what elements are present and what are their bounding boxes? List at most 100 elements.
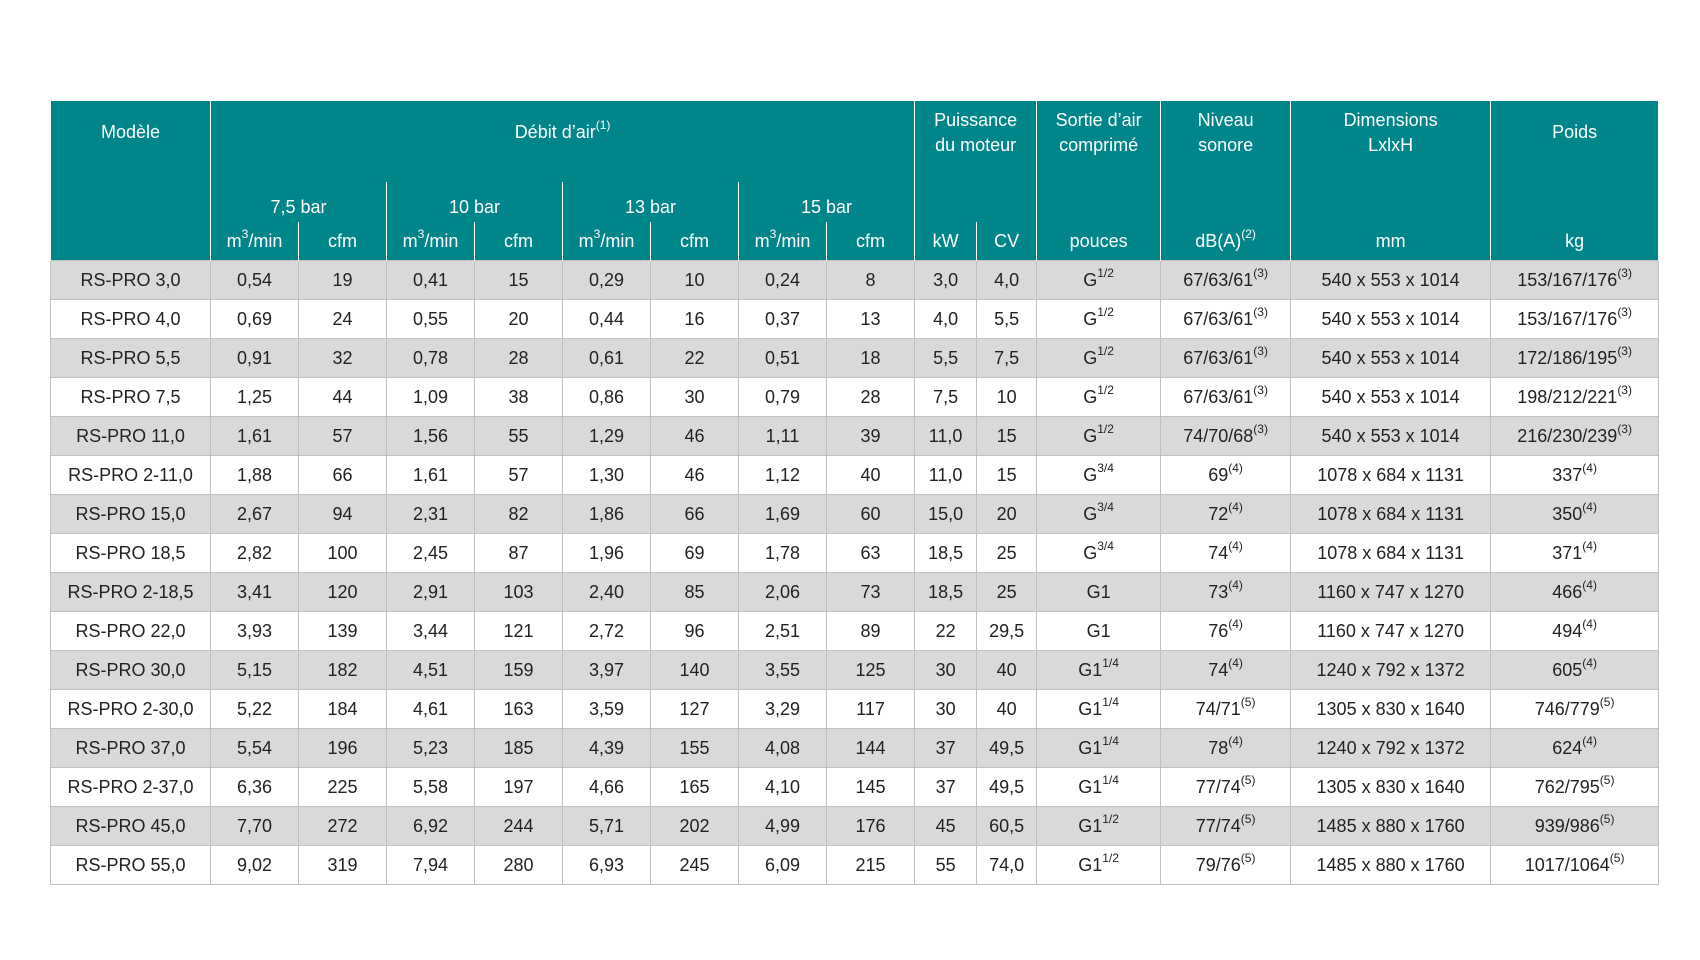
- flow-cfm-cell: 24: [298, 299, 387, 339]
- model-cell: RS-PRO 30,0: [50, 650, 211, 690]
- noise-cell: 74/71(5): [1160, 689, 1292, 729]
- noise-footnote: (5): [1240, 772, 1256, 787]
- weight-footnote: (5): [1599, 772, 1615, 787]
- noise-footnote: (3): [1253, 265, 1268, 280]
- flow-cfm-cell: 100: [298, 533, 387, 573]
- noise-header: Niveau sonore: [1160, 101, 1292, 222]
- flow-m3min-cell: 2,45: [386, 533, 475, 573]
- outlet-fraction: 1/2: [1097, 265, 1114, 280]
- dimensions-cell: 540 x 553 x 1014: [1290, 377, 1492, 417]
- flow-cfm-cell: 22: [650, 338, 739, 378]
- weight-cell: 172/186/195(3): [1490, 338, 1660, 378]
- flow-m3min-cell: 5,71: [562, 806, 651, 846]
- weight-value: 337: [1552, 464, 1583, 485]
- unit-cv: CV: [976, 222, 1038, 261]
- power-kw-cell: 5,5: [914, 338, 978, 378]
- noise-value: 67/63/61: [1183, 269, 1254, 290]
- table-body: RS-PRO 3,0 0,54 19 0,41 15 0,29 10 0,24 8 3,0 4,0 G…: [50, 260, 1660, 885]
- unit-kg: kg: [1490, 222, 1660, 261]
- flow-m3min-cell: 0,24: [738, 260, 827, 300]
- unit-m3min: m3/min: [738, 222, 827, 261]
- flow-m3min-cell: 1,25: [210, 377, 299, 417]
- weight-cell: 466(4): [1490, 572, 1660, 612]
- flow-m3min-cell: 3,59: [562, 689, 651, 729]
- outlet-cell: G3/4: [1036, 494, 1162, 534]
- flow-cfm-cell: 46: [650, 416, 739, 456]
- table-row: RS-PRO 2-30,0 5,22 184 4,61 163 3,59 127 3,29 11…: [50, 689, 1660, 729]
- noise-footnote: (5): [1240, 694, 1256, 709]
- dimensions-cell: 540 x 553 x 1014: [1290, 416, 1492, 456]
- weight-value: 939/986: [1534, 815, 1600, 836]
- flow-cfm-cell: 8: [825, 260, 916, 300]
- flow-cfm-cell: 39: [825, 416, 916, 456]
- noise-footnote: (5): [1240, 811, 1256, 826]
- weight-footnote: (5): [1599, 694, 1615, 709]
- flow-cfm-cell: 163: [474, 689, 563, 729]
- noise-cell: 69(4): [1160, 455, 1292, 495]
- noise-value: 69: [1208, 464, 1229, 485]
- flow-m3min-cell: 2,06: [738, 572, 827, 612]
- flow-m3min-cell: 6,93: [562, 845, 651, 885]
- power-spacer: [914, 182, 1038, 222]
- noise-footnote: (3): [1253, 382, 1268, 397]
- flow-m3min-cell: 7,94: [386, 845, 475, 885]
- flow-m3min-cell: 0,78: [386, 338, 475, 378]
- flow-cfm-cell: 16: [650, 299, 739, 339]
- flow-m3min-cell: 1,11: [738, 416, 827, 456]
- noise-cell: 77/74(5): [1160, 806, 1292, 846]
- noise-cell: 67/63/61(3): [1160, 260, 1292, 300]
- table-row: RS-PRO 37,0 5,54 196 5,23 185 4,39 155 4,08 144 3…: [50, 728, 1660, 768]
- power-cv-cell: 25: [976, 572, 1038, 612]
- noise-footnote: (4): [1228, 733, 1243, 748]
- outlet-size: G1: [1086, 620, 1111, 641]
- weight-footnote: (4): [1582, 538, 1597, 553]
- noise-value: 78: [1208, 737, 1229, 758]
- outlet-cell: G1: [1036, 572, 1162, 612]
- outlet-size: G: [1083, 347, 1098, 368]
- flow-m3min-cell: 5,22: [210, 689, 299, 729]
- airflow-header: Débit d’air(1): [209, 101, 916, 182]
- flow-m3min-cell: 0,37: [738, 299, 827, 339]
- flow-cfm-cell: 244: [474, 806, 563, 846]
- model-cell: RS-PRO 45,0: [50, 806, 211, 846]
- outlet-fraction: 1/2: [1102, 811, 1119, 826]
- weight-cell: 939/986(5): [1490, 806, 1660, 846]
- flow-m3min-cell: 1,88: [210, 455, 299, 495]
- flow-m3min-cell: 0,69: [210, 299, 299, 339]
- flow-m3min-cell: 9,02: [210, 845, 299, 885]
- dimensions-cell: 1240 x 792 x 1372: [1290, 728, 1492, 768]
- table-row: RS-PRO 3,0 0,54 19 0,41 15 0,29 10 0,24 8 3,0 4,0 G…: [50, 260, 1660, 300]
- dimensions-cell: 1078 x 684 x 1131: [1290, 455, 1492, 495]
- weight-footnote: (4): [1582, 616, 1597, 631]
- noise-value: 77/74: [1195, 776, 1241, 797]
- flow-m3min-cell: 0,55: [386, 299, 475, 339]
- noise-value: 74: [1208, 542, 1229, 563]
- noise-footnote: (4): [1228, 538, 1243, 553]
- noise-footnote: (4): [1228, 616, 1243, 631]
- noise-cell: 67/63/61(3): [1160, 338, 1292, 378]
- outlet-size: G1: [1078, 659, 1103, 680]
- weight-value: 605: [1552, 659, 1583, 680]
- outlet-cell: G3/4: [1036, 455, 1162, 495]
- table-row: RS-PRO 4,0 0,69 24 0,55 20 0,44 16 0,37 13 4,0 5,5…: [50, 299, 1660, 339]
- table-row: RS-PRO 11,0 1,61 57 1,56 55 1,29 46 1,11 39 11,0 1…: [50, 416, 1660, 456]
- noise-cell: 76(4): [1160, 611, 1292, 651]
- noise-cell: 67/63/61(3): [1160, 377, 1292, 417]
- flow-m3min-cell: 1,29: [562, 416, 651, 456]
- outlet-size: G1: [1078, 737, 1103, 758]
- flow-m3min-cell: 4,66: [562, 767, 651, 807]
- flow-cfm-cell: 15: [474, 260, 563, 300]
- flow-m3min-cell: 2,40: [562, 572, 651, 612]
- power-cv-cell: 60,5: [976, 806, 1038, 846]
- outlet-size: G: [1083, 464, 1098, 485]
- outlet-fraction: 3/4: [1097, 460, 1114, 475]
- flow-cfm-cell: 197: [474, 767, 563, 807]
- model-cell: RS-PRO 2-11,0: [50, 455, 211, 495]
- flow-cfm-cell: 185: [474, 728, 563, 768]
- power-kw-cell: 11,0: [914, 455, 978, 495]
- outlet-size: G: [1083, 386, 1098, 407]
- flow-m3min-cell: 3,55: [738, 650, 827, 690]
- flow-cfm-cell: 20: [474, 299, 563, 339]
- power-cv-cell: 7,5: [976, 338, 1038, 378]
- dimensions-cell: 1305 x 830 x 1640: [1290, 689, 1492, 729]
